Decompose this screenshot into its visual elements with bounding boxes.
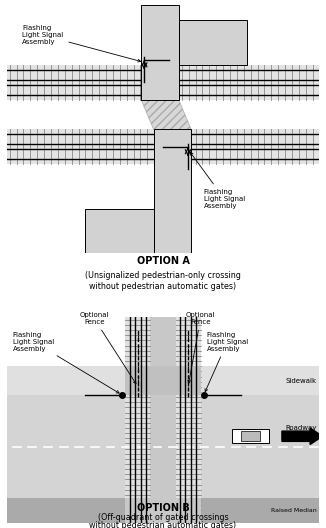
Text: without pedestrian automatic gates): without pedestrian automatic gates) bbox=[89, 281, 237, 291]
Text: Flashing
Light Signal
Assembly: Flashing Light Signal Assembly bbox=[190, 152, 245, 209]
Text: OPTION B: OPTION B bbox=[137, 503, 189, 513]
Bar bbox=[126, 317, 151, 523]
Bar bbox=[151, 317, 175, 523]
Bar bbox=[141, 5, 179, 100]
Bar bbox=[154, 129, 191, 253]
Bar bbox=[7, 498, 319, 523]
Bar bbox=[141, 65, 179, 100]
Text: Raised Median: Raised Median bbox=[271, 508, 316, 513]
Bar bbox=[232, 429, 269, 444]
Bar bbox=[7, 100, 319, 129]
Bar bbox=[141, 5, 179, 100]
Bar bbox=[7, 164, 319, 253]
Polygon shape bbox=[141, 100, 191, 129]
Bar bbox=[175, 317, 200, 523]
FancyArrow shape bbox=[282, 428, 323, 445]
Text: without pedestrian automatic gates): without pedestrian automatic gates) bbox=[89, 521, 237, 528]
Bar bbox=[126, 498, 200, 523]
Text: Roadway: Roadway bbox=[285, 425, 316, 431]
Text: Sidewalk: Sidewalk bbox=[285, 378, 316, 384]
Bar bbox=[7, 65, 319, 100]
Bar bbox=[7, 366, 319, 395]
Text: Optional
Fence: Optional Fence bbox=[80, 312, 136, 384]
Text: (Off-quadrant of gated crossings: (Off-quadrant of gated crossings bbox=[98, 513, 228, 522]
Text: Flashing
Light Signal
Assembly: Flashing Light Signal Assembly bbox=[13, 332, 119, 393]
Bar bbox=[126, 366, 200, 395]
Bar bbox=[7, 5, 319, 65]
Text: Flashing
Light Signal
Assembly: Flashing Light Signal Assembly bbox=[22, 25, 141, 62]
Bar bbox=[85, 209, 154, 253]
Text: (Unsignalized pedestrian-only crossing: (Unsignalized pedestrian-only crossing bbox=[85, 271, 241, 280]
Bar bbox=[154, 129, 191, 164]
Bar bbox=[7, 395, 319, 498]
Bar bbox=[7, 317, 319, 366]
Bar bbox=[154, 129, 191, 253]
Bar bbox=[241, 431, 260, 441]
Bar bbox=[7, 129, 319, 164]
Bar bbox=[179, 20, 247, 65]
Text: Optional
Fence: Optional Fence bbox=[186, 312, 215, 383]
Text: OPTION A: OPTION A bbox=[137, 257, 189, 266]
Text: Flashing
Light Signal
Assembly: Flashing Light Signal Assembly bbox=[205, 332, 248, 392]
